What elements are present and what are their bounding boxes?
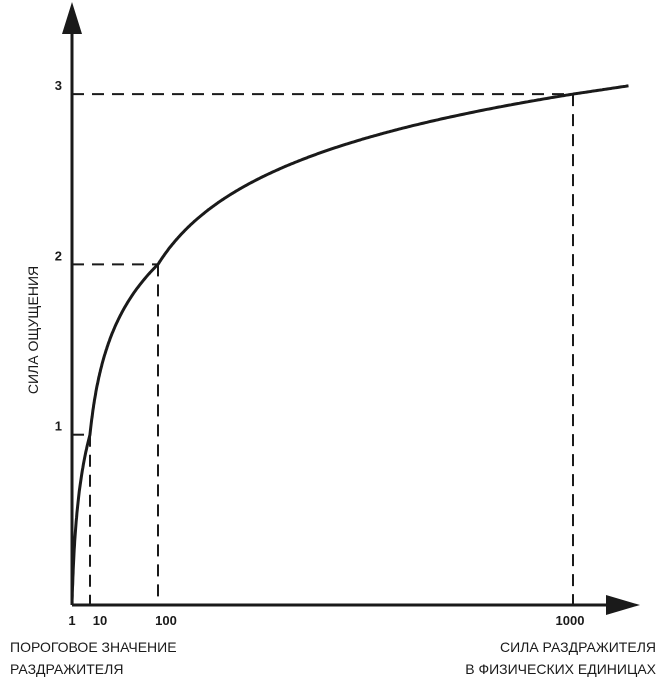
y-tick-label: 2 [55,248,62,263]
x-axis-left-caption-line2: РАЗДРАЖИТЕЛЯ [10,661,123,677]
y-tick-label: 3 [55,78,62,93]
y-axis-title: СИЛА ОЩУЩЕНИЯ [25,266,41,394]
series-line [70,84,629,605]
x-axis-right-caption-line1: СИЛА РАЗДРАЖИТЕЛЯ [500,639,656,655]
x-tick-label: 10 [93,613,107,628]
y-axis-arrow [62,2,82,34]
x-tick-label: 1 [68,613,75,628]
x-tick-label: 100 [155,613,177,628]
x-axis-arrow [606,595,640,615]
x-tick-label: 1000 [556,613,585,628]
x-axis-left-caption-line1: ПОРОГОВОЕ ЗНАЧЕНИЕ [10,639,177,655]
x-axis-right-caption-line2: В ФИЗИЧЕСКИХ ЕДИНИЦАХ [465,661,656,677]
y-tick-label: 1 [55,419,62,434]
